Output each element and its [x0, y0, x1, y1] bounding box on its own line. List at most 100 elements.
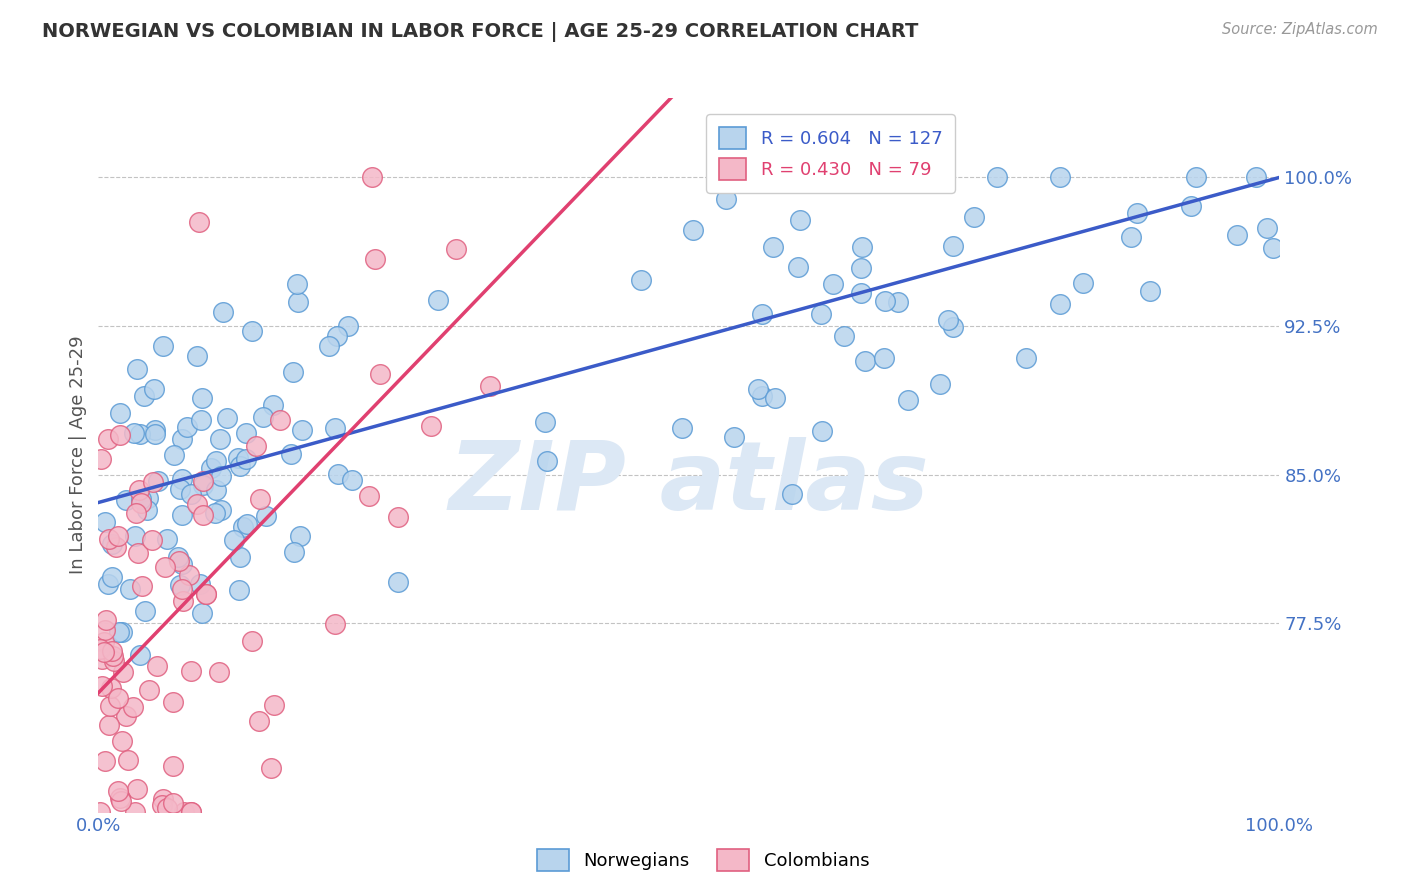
Point	[420, 419, 443, 434]
Point	[125, 781, 148, 796]
Point	[936, 313, 959, 327]
Point	[1184, 170, 1206, 185]
Point	[1049, 296, 1071, 310]
Point	[97, 577, 120, 591]
Point	[811, 424, 834, 438]
Point	[191, 475, 214, 489]
Point	[94, 516, 117, 530]
Point	[252, 410, 274, 425]
Point	[97, 718, 120, 732]
Point	[91, 679, 114, 693]
Point	[124, 529, 146, 543]
Point	[153, 560, 176, 574]
Point	[240, 634, 263, 648]
Point	[89, 805, 111, 819]
Point	[323, 421, 346, 435]
Point	[103, 649, 125, 664]
Point	[98, 532, 121, 546]
Point	[191, 508, 214, 523]
Point	[173, 805, 195, 819]
Point	[101, 644, 124, 658]
Point	[851, 240, 873, 254]
Point	[169, 578, 191, 592]
Point	[254, 508, 277, 523]
Point	[262, 398, 284, 412]
Point	[129, 496, 152, 510]
Point	[536, 454, 558, 468]
Point	[929, 376, 952, 391]
Point	[91, 652, 114, 666]
Y-axis label: In Labor Force | Age 25-29: In Labor Force | Age 25-29	[69, 335, 87, 574]
Point	[209, 469, 232, 483]
Point	[323, 617, 346, 632]
Point	[122, 425, 145, 440]
Point	[291, 423, 314, 437]
Point	[93, 635, 115, 649]
Point	[269, 413, 291, 427]
Point	[131, 579, 153, 593]
Point	[142, 475, 165, 490]
Point	[810, 307, 832, 321]
Point	[208, 432, 231, 446]
Point	[136, 491, 159, 505]
Point	[191, 607, 214, 621]
Point	[247, 714, 270, 729]
Point	[107, 784, 129, 798]
Point	[146, 474, 169, 488]
Point	[170, 432, 193, 446]
Point	[136, 503, 159, 517]
Point	[156, 532, 179, 546]
Point	[368, 367, 391, 381]
Point	[318, 338, 340, 352]
Point	[152, 338, 174, 352]
Point	[853, 354, 876, 368]
Point	[128, 648, 150, 662]
Point	[152, 792, 174, 806]
Point	[107, 529, 129, 543]
Point	[110, 794, 132, 808]
Point	[100, 681, 122, 695]
Point	[191, 392, 214, 406]
Point	[111, 624, 134, 639]
Point	[714, 193, 737, 207]
Point	[94, 754, 117, 768]
Point	[107, 691, 129, 706]
Point	[1139, 284, 1161, 298]
Point	[1049, 170, 1071, 185]
Point	[162, 695, 184, 709]
Point	[873, 294, 896, 309]
Point	[942, 320, 965, 334]
Point	[1226, 227, 1249, 242]
Point	[786, 260, 808, 275]
Point	[249, 491, 271, 506]
Point	[194, 587, 217, 601]
Point	[232, 520, 254, 534]
Point	[188, 215, 211, 229]
Point	[110, 791, 132, 805]
Point	[387, 509, 409, 524]
Point	[821, 277, 844, 292]
Point	[884, 170, 907, 185]
Point	[143, 426, 166, 441]
Point	[326, 467, 349, 481]
Point	[281, 365, 304, 379]
Point	[150, 797, 173, 812]
Point	[263, 698, 285, 712]
Point	[387, 574, 409, 589]
Point	[761, 240, 783, 254]
Point	[145, 658, 167, 673]
Point	[97, 432, 120, 446]
Point	[229, 459, 252, 474]
Point	[90, 451, 112, 466]
Point	[851, 286, 873, 301]
Point	[838, 170, 860, 185]
Point	[1261, 241, 1284, 255]
Legend: Norwegians, Colombians: Norwegians, Colombians	[529, 842, 877, 879]
Point	[204, 483, 226, 497]
Point	[235, 452, 257, 467]
Point	[479, 379, 502, 393]
Point	[166, 550, 188, 565]
Point	[682, 223, 704, 237]
Point	[283, 545, 305, 559]
Point	[180, 805, 202, 819]
